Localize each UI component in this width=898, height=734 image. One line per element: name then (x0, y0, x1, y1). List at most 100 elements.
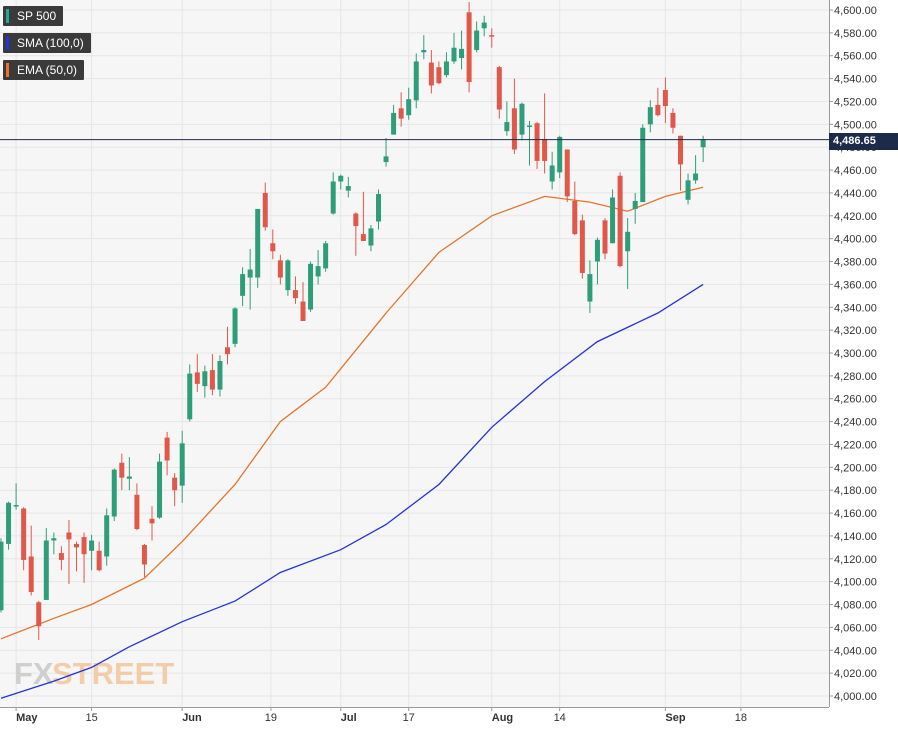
candle (0, 538, 4, 613)
candle-body (104, 515, 110, 557)
candle (164, 431, 170, 476)
y-axis-ticks: 4,000.00 4,020.00 4,040.00 4,060.00 4,080.00… (829, 5, 877, 703)
legend-swatch-sp500 (6, 9, 9, 23)
candle (255, 208, 261, 288)
candle-body (421, 50, 427, 53)
candle-body (255, 208, 261, 278)
last-price-tag: 4,486.65 (829, 133, 898, 150)
y-tick-label: 4,080.00 (834, 600, 877, 612)
y-tick-label: 4,320.00 (834, 325, 877, 337)
candle (610, 189, 616, 244)
candle-body (406, 99, 412, 116)
candle-body (330, 181, 336, 214)
candle (640, 124, 646, 203)
y-tick-label: 4,100.00 (834, 577, 877, 589)
candle-body (187, 373, 193, 420)
y-tick-label: 4,380.00 (834, 257, 877, 269)
candle-body (58, 553, 64, 560)
candle (360, 191, 366, 241)
candle-body (51, 538, 57, 541)
candle-body (126, 476, 132, 479)
candle-body (74, 543, 79, 548)
candle (655, 87, 661, 117)
candle-body (685, 180, 691, 200)
candle (285, 259, 291, 296)
ema-line (0, 186, 704, 640)
candle (338, 174, 344, 190)
y-tick-label: 4,280.00 (834, 371, 877, 383)
candle (383, 138, 389, 167)
candle-body (141, 545, 147, 565)
candle-body (149, 518, 155, 524)
x-axis-ticks: May 15 Jun 19 Jul 17 Aug 14 Sep 18 (15, 707, 747, 724)
candle-body (496, 67, 502, 110)
candle (89, 534, 95, 571)
x-tick-label: Jul (341, 712, 357, 724)
candle (240, 267, 246, 307)
y-tick-label: 4,200.00 (834, 462, 877, 474)
candle (527, 120, 532, 166)
candle (572, 181, 578, 236)
x-tick-label: 17 (403, 712, 415, 724)
candle-body (511, 108, 517, 150)
candle-body (640, 127, 646, 203)
candle (474, 21, 480, 53)
ema-line-group (0, 186, 704, 640)
candle-body (376, 194, 381, 222)
candle (270, 229, 276, 260)
candle (436, 61, 442, 85)
candle-body (285, 260, 291, 291)
candle-body (292, 290, 298, 299)
candle (481, 15, 487, 37)
candle-body (353, 213, 359, 227)
y-tick-label: 4,160.00 (834, 508, 877, 520)
x-tick-label: 14 (554, 712, 566, 724)
candle (6, 501, 12, 550)
candle-body (247, 269, 253, 278)
candle (202, 365, 208, 398)
candle-body (194, 372, 200, 384)
candle-body (111, 469, 117, 517)
candle-body (436, 67, 442, 84)
x-tick-label: Sep (665, 712, 685, 724)
candle (345, 176, 351, 198)
candle (36, 601, 42, 640)
candle (542, 93, 548, 174)
candle-body (572, 200, 578, 235)
legend-swatch-sma (6, 36, 9, 50)
y-tick-label: 4,020.00 (834, 668, 877, 680)
candle (391, 104, 397, 135)
candle-body (323, 243, 329, 269)
y-tick-label: 4,220.00 (834, 439, 877, 451)
candle (421, 35, 427, 60)
candle-body (466, 12, 472, 83)
candle (119, 453, 125, 491)
candle (625, 218, 631, 289)
candle-body (172, 477, 178, 491)
sma-line (0, 283, 704, 699)
x-tick-label: Aug (492, 712, 513, 724)
candle-body (345, 186, 351, 191)
y-tick-label: 4,260.00 (834, 394, 877, 406)
candle-body (119, 462, 125, 478)
candle-body (527, 125, 532, 127)
candle-body (232, 308, 238, 344)
y-tick-label: 4,440.00 (834, 188, 877, 200)
candle (685, 173, 691, 205)
candle-body (602, 220, 608, 254)
candle (13, 483, 19, 510)
candle (428, 50, 434, 94)
candle-body (217, 361, 223, 390)
candle (406, 87, 412, 120)
candle (43, 527, 49, 600)
candle-body (398, 108, 404, 119)
candle-body (504, 122, 510, 132)
candle-body (519, 103, 525, 135)
candle-body (66, 532, 72, 540)
candle-body (202, 371, 208, 387)
x-tick-label: Jun (182, 712, 202, 724)
candle-body (0, 541, 4, 611)
candle-body (360, 234, 366, 241)
candle (209, 354, 215, 396)
